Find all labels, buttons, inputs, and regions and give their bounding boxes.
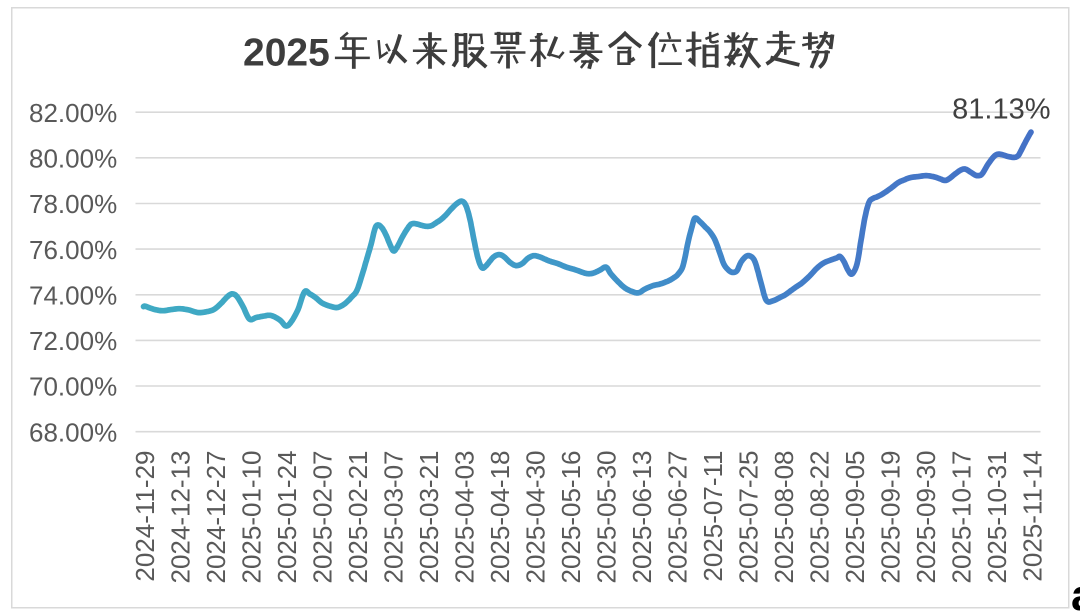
svg-text:2025-09-05: 2025-09-05 — [840, 451, 870, 584]
svg-text:2025-07-25: 2025-07-25 — [734, 451, 764, 584]
svg-text:2025-11-14: 2025-11-14 — [1018, 451, 1048, 582]
svg-text:2025-09-19: 2025-09-19 — [876, 451, 906, 584]
svg-text:2025-02-07: 2025-02-07 — [308, 451, 338, 584]
svg-text:2025-06-13: 2025-06-13 — [627, 451, 657, 584]
svg-text:2025-02-21: 2025-02-21 — [343, 451, 373, 584]
svg-text:2025-04-18: 2025-04-18 — [485, 451, 515, 584]
svg-text:2025: 2025 — [243, 32, 330, 75]
svg-text:70.00%: 70.00% — [29, 372, 117, 402]
svg-text:2025-08-22: 2025-08-22 — [805, 451, 835, 584]
svg-text:81.13%: 81.13% — [952, 94, 1050, 126]
svg-text:a: a — [1071, 571, 1080, 615]
svg-text:82.00%: 82.00% — [29, 98, 117, 128]
svg-text:80.00%: 80.00% — [29, 144, 117, 174]
svg-text:2024-12-13: 2024-12-13 — [166, 451, 196, 584]
svg-text:2025-01-10: 2025-01-10 — [237, 451, 267, 584]
svg-text:2025-01-24: 2025-01-24 — [272, 451, 302, 584]
svg-text:2025-09-30: 2025-09-30 — [911, 451, 941, 584]
svg-text:2024-12-27: 2024-12-27 — [201, 451, 231, 584]
svg-text:2025-04-03: 2025-04-03 — [450, 451, 480, 584]
svg-text:74.00%: 74.00% — [29, 281, 117, 311]
svg-text:72.00%: 72.00% — [29, 326, 117, 356]
svg-text:2025-05-16: 2025-05-16 — [556, 451, 586, 584]
svg-text:2025-06-27: 2025-06-27 — [663, 451, 693, 584]
svg-text:2025-10-17: 2025-10-17 — [947, 451, 977, 584]
svg-text:2025-03-07: 2025-03-07 — [379, 451, 409, 584]
svg-text:78.00%: 78.00% — [29, 189, 117, 219]
svg-text:2025-03-21: 2025-03-21 — [414, 451, 444, 584]
svg-text:68.00%: 68.00% — [29, 417, 117, 447]
svg-text:2025-08-08: 2025-08-08 — [769, 451, 799, 584]
svg-text:2024-11-29: 2024-11-29 — [130, 451, 160, 582]
svg-text:76.00%: 76.00% — [29, 235, 117, 265]
svg-text:2025-07-11: 2025-07-11 — [698, 451, 728, 582]
svg-text:2025-05-30: 2025-05-30 — [592, 451, 622, 584]
svg-text:2025-10-31: 2025-10-31 — [982, 451, 1012, 584]
svg-text:2025-04-30: 2025-04-30 — [521, 451, 551, 584]
